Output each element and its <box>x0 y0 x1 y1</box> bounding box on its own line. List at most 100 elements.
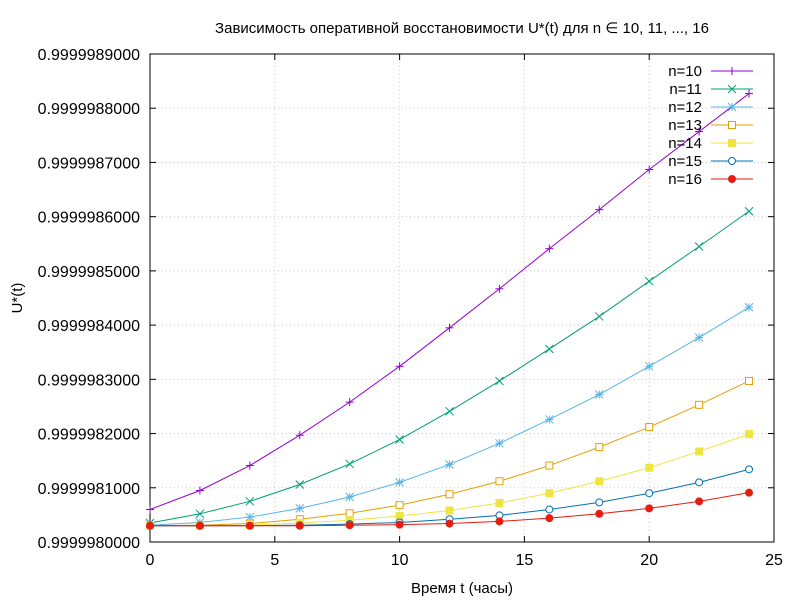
series-n=11 <box>145 206 754 528</box>
marker-stroke <box>694 242 704 251</box>
data-point <box>445 460 454 469</box>
marker-stroke <box>495 438 504 448</box>
data-point <box>645 504 654 513</box>
legend-item: n=16 <box>668 171 753 188</box>
legend: n=10n=11n=12n=13n=14n=15n=16 <box>668 63 753 188</box>
marker-stroke <box>545 415 554 424</box>
data-point <box>695 497 704 506</box>
marker-stroke <box>345 492 355 502</box>
data-point <box>745 376 754 385</box>
data-point <box>495 376 504 386</box>
data-point <box>195 509 205 519</box>
marker-stroke <box>295 480 305 489</box>
data-point <box>395 520 404 529</box>
marker-stroke <box>727 102 737 112</box>
data-point <box>695 447 704 456</box>
grid <box>150 54 774 542</box>
data-point <box>545 244 554 253</box>
data-point <box>495 517 504 526</box>
y-tick-label: 0.9999982000 <box>38 427 140 444</box>
marker-stroke <box>445 406 454 416</box>
data-point <box>695 400 704 409</box>
data-point <box>745 465 754 474</box>
data-point <box>545 344 554 354</box>
data-point <box>295 431 304 440</box>
y-tick-label: 0.9999983000 <box>38 372 140 389</box>
data-point <box>595 477 604 486</box>
data-point <box>445 519 454 528</box>
y-tick-label: 0.9999984000 <box>38 318 140 335</box>
x-tick-label: 5 <box>270 552 279 569</box>
x-tick-label: 20 <box>640 552 658 569</box>
data-point <box>445 490 454 499</box>
data-point <box>395 501 404 510</box>
marker-stroke <box>644 276 654 286</box>
data-point <box>445 506 454 515</box>
data-point <box>395 478 404 487</box>
data-point <box>345 492 355 502</box>
legend-marker <box>728 175 736 183</box>
data-point <box>495 284 504 293</box>
data-point <box>645 165 654 174</box>
marker-stroke <box>694 333 704 342</box>
legend-marker <box>728 139 736 147</box>
legend-item: n=13 <box>668 117 753 134</box>
data-point <box>644 276 654 286</box>
y-tick-label: 0.9999980000 <box>38 535 140 552</box>
data-point <box>195 521 204 530</box>
data-point <box>345 509 354 518</box>
data-point <box>295 521 304 530</box>
legend-label: n=11 <box>669 81 702 98</box>
data-point <box>495 498 504 507</box>
data-point <box>495 438 504 448</box>
data-point <box>695 127 704 136</box>
series-line <box>149 210 750 524</box>
data-point <box>595 205 604 214</box>
marker-stroke <box>744 206 754 216</box>
data-point <box>645 489 654 498</box>
series-n=10 <box>146 89 754 514</box>
data-point <box>594 390 604 399</box>
data-point <box>595 443 604 452</box>
data-point <box>395 362 404 371</box>
legend-label: n=14 <box>668 135 702 152</box>
data-point <box>545 505 554 514</box>
legend-item: n=11 <box>669 81 753 98</box>
series-n=14 <box>146 430 754 530</box>
data-point <box>295 480 305 489</box>
legend-marker <box>728 121 736 129</box>
data-point <box>245 461 254 470</box>
data-point <box>644 361 654 371</box>
marker-stroke <box>395 435 404 444</box>
legend-label: n=10 <box>668 63 702 80</box>
data-point <box>595 498 604 507</box>
x-tick-label: 10 <box>391 552 409 569</box>
legend-label: n=13 <box>668 117 702 134</box>
data-point <box>695 478 704 487</box>
marker-stroke <box>495 376 504 386</box>
x-tick-label: 25 <box>765 552 783 569</box>
data-point <box>345 398 354 407</box>
data-point <box>545 461 554 470</box>
legend-marker <box>727 102 737 112</box>
y-tick-label: 0.9999988000 <box>38 101 140 118</box>
legend-marker <box>728 157 736 165</box>
marker-stroke <box>195 509 205 519</box>
data-point <box>645 423 654 432</box>
marker-stroke <box>245 496 255 506</box>
marker-stroke <box>445 460 454 469</box>
marker-stroke <box>395 478 404 487</box>
y-tick-label: 0.9999987000 <box>38 155 140 172</box>
marker-stroke <box>594 312 604 321</box>
data-point <box>694 333 704 342</box>
data-point <box>594 312 604 321</box>
legend-item: n=15 <box>668 153 753 170</box>
data-point <box>645 463 654 472</box>
data-point <box>195 486 204 495</box>
marker-stroke <box>727 84 737 94</box>
data-point <box>445 323 454 332</box>
marker-stroke <box>345 459 355 469</box>
data-point <box>495 477 504 486</box>
legend-item: n=12 <box>668 99 753 116</box>
legend-label: n=15 <box>668 153 702 170</box>
